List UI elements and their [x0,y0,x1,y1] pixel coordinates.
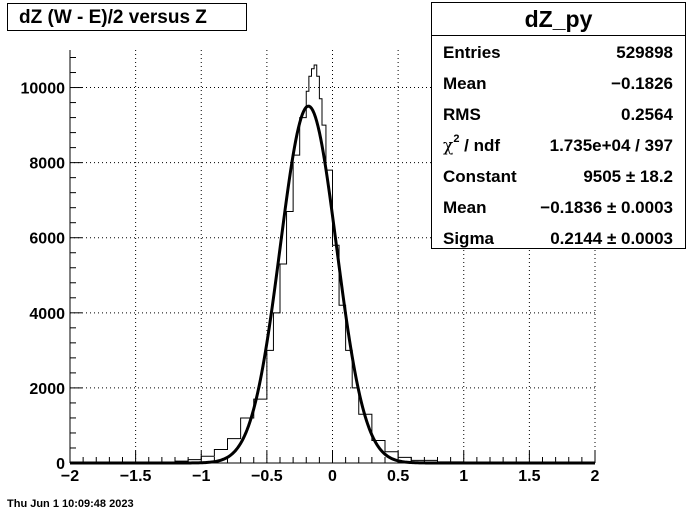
histogram-series [70,64,596,464]
timestamp: Thu Jun 1 10:09:48 2023 [7,498,134,510]
x-tick-label: −1 [192,468,210,485]
y-tick-label: 10000 [21,81,66,98]
chart-title: dZ (W - E)/2 versus Z [7,3,247,31]
stats-row-entries: Entries 529898 [432,36,685,66]
x-tick-label: 0 [328,468,337,485]
stats-row-mean: Mean −0.1826 [432,67,685,97]
stat-value: 1.735e+04 / 397 [549,136,673,155]
stat-value: 0.2144 ± 0.0003 [550,229,673,248]
stat-value: 0.2564 [621,105,673,124]
stat-value: 9505 ± 18.2 [583,167,673,186]
x-tick-label: −0.5 [251,468,283,485]
x-tick-label: 1.5 [518,468,540,485]
stat-label: Entries [443,43,501,62]
stats-box: dZ_py Entries 529898 Mean −0.1826 RMS 0.… [431,2,686,249]
x-tick-label: −2 [61,468,79,485]
y-tick-label: 6000 [29,231,65,248]
stat-label: Constant [443,167,517,186]
stat-label: Sigma [443,229,495,248]
x-tick-label: 0.5 [387,468,409,485]
stat-label: Mean [443,74,487,93]
y-tick-label: 2000 [29,381,65,398]
stats-row-sigma: Sigma 0.2144 ± 0.0003 [432,222,685,252]
y-tick-label: 4000 [29,306,65,323]
x-tick-label: 1 [459,468,468,485]
stats-row-rms: RMS 0.2564 [432,98,685,128]
stats-row-chi2: χ2 / ndf 1.735e+04 / 397 [432,129,685,159]
stat-value: −0.1826 [611,74,673,93]
chi-label-suffix: / ndf [459,136,501,155]
stat-value: 529898 [616,43,673,62]
stat-label: RMS [443,105,481,124]
stats-title: dZ_py [432,3,685,36]
y-tick-label: 8000 [29,156,65,173]
stat-label: Mean [443,198,487,217]
tick-labels: −2 −1.5 −1 −0.5 0 0.5 1 1.5 2 0 2000 4000 6000 8000 10… [21,81,600,485]
y-tick-label: 0 [56,456,65,473]
x-tick-label: −1.5 [120,468,152,485]
stats-row-constant: Constant 9505 ± 18.2 [432,160,685,190]
stat-value: −0.1836 ± 0.0003 [540,198,673,217]
x-tick-label: 2 [591,468,600,485]
chi-superscript: 2 [453,133,460,145]
stats-row-fit-mean: Mean −0.1836 ± 0.0003 [432,191,685,221]
chi-symbol: χ [443,136,454,156]
gaussian-fit-curve [70,104,595,465]
stat-label: χ2 / ndf [443,133,501,156]
